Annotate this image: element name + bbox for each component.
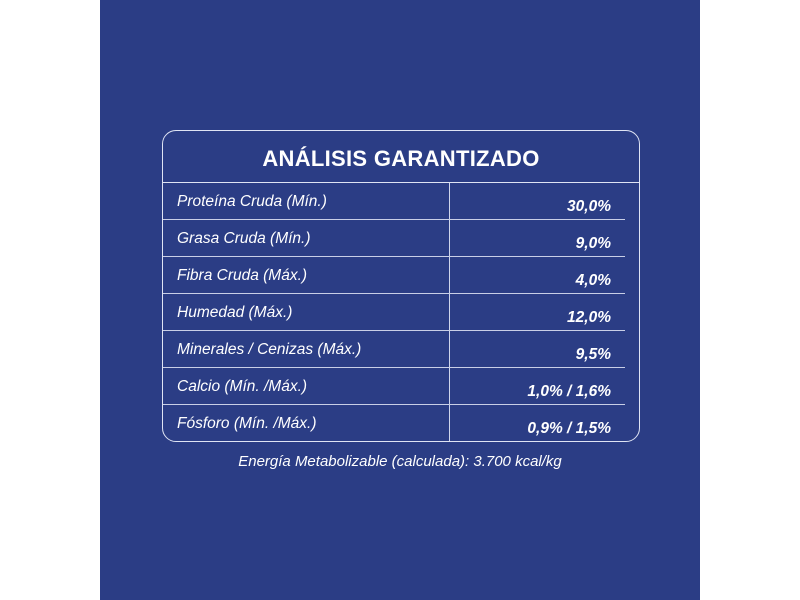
table-row: Fibra Cruda (Máx.) 4,0% <box>163 257 639 294</box>
row-value: 1,0% / 1,6% <box>527 383 611 400</box>
row-divider <box>163 330 625 331</box>
table-row: Calcio (Mín. /Máx.) 1,0% / 1,6% <box>163 368 639 405</box>
table-rows: Proteína Cruda (Mín.) 30,0% Grasa Cruda … <box>163 183 639 442</box>
row-value: 4,0% <box>575 272 611 289</box>
energy-note: Energía Metabolizable (calculada): 3.700… <box>238 453 562 470</box>
row-label: Calcio (Mín. /Máx.) <box>177 378 308 395</box>
row-value: 9,5% <box>575 346 611 363</box>
row-divider <box>163 219 625 220</box>
row-value: 9,0% <box>575 235 611 252</box>
table-title: ANÁLISIS GARANTIZADO <box>262 146 540 171</box>
table-row: Humedad (Máx.) 12,0% <box>163 294 639 331</box>
row-divider <box>163 256 625 257</box>
table-row: Grasa Cruda (Mín.) 9,0% <box>163 220 639 257</box>
row-label: Fósforo (Mín. /Máx.) <box>177 415 317 432</box>
column-divider <box>449 183 450 441</box>
guaranteed-analysis-table: ANÁLISIS GARANTIZADO Proteína Cruda (Mín… <box>162 130 640 442</box>
title-divider <box>163 182 639 183</box>
row-value: 0,9% / 1,5% <box>527 420 611 437</box>
row-divider <box>163 293 625 294</box>
row-label: Fibra Cruda (Máx.) <box>177 267 308 284</box>
table-row: Minerales / Cenizas (Máx.) 9,5% <box>163 331 639 368</box>
nutrition-panel: ANÁLISIS GARANTIZADO Proteína Cruda (Mín… <box>100 0 700 600</box>
row-label: Minerales / Cenizas (Máx.) <box>177 341 362 358</box>
row-value: 12,0% <box>567 309 611 326</box>
row-divider <box>163 404 625 405</box>
table-row: Fósforo (Mín. /Máx.) 0,9% / 1,5% <box>163 405 639 442</box>
row-label: Humedad (Máx.) <box>177 304 293 321</box>
row-label: Proteína Cruda (Mín.) <box>177 193 327 210</box>
row-value: 30,0% <box>567 198 611 215</box>
row-label: Grasa Cruda (Mín.) <box>177 230 311 247</box>
table-row: Proteína Cruda (Mín.) 30,0% <box>163 183 639 220</box>
row-divider <box>163 367 625 368</box>
